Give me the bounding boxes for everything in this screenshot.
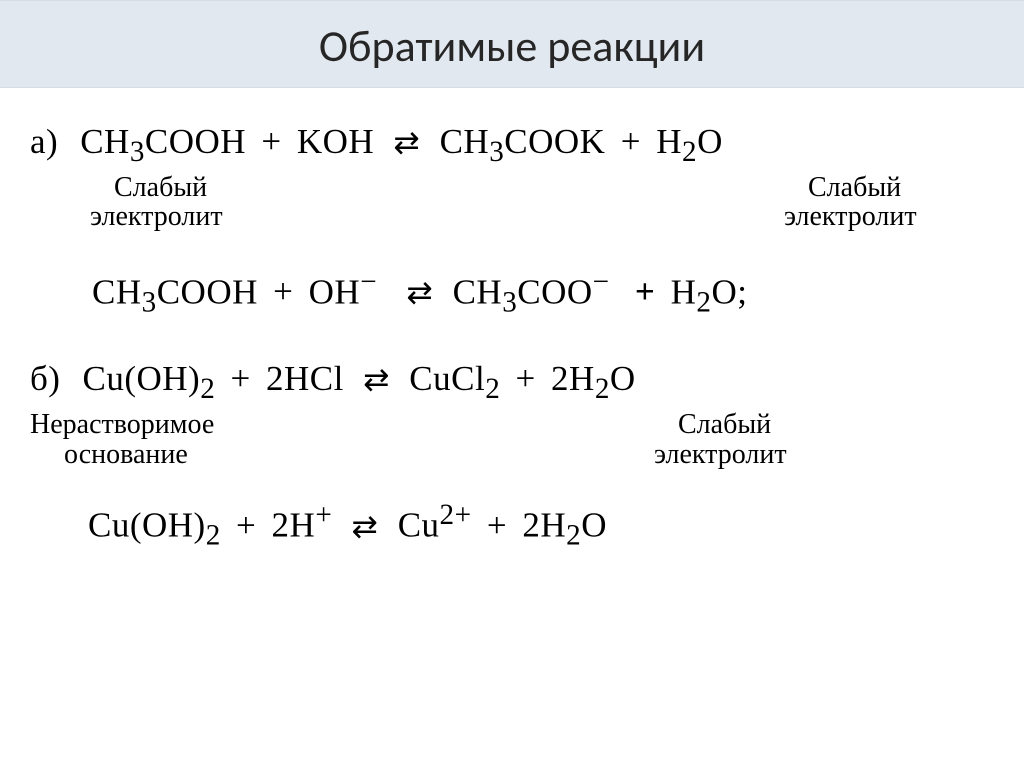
- label-a-right: Слабый электролит: [784, 173, 994, 232]
- label-a-left: Слабый электролит: [90, 173, 350, 232]
- eq-b1: Cu(OH)2 + 2HCl ⇄ CuCl2 + 2H2O: [82, 359, 635, 406]
- page-title: Обратимые реакции: [0, 19, 1024, 73]
- row-a-eq1: а) CH3COOH + KOH ⇄ CH3COOK + H2O: [30, 122, 994, 169]
- eq-b2: Cu(OH)2 + 2H+ ⇄ Cu2+ + 2H2O: [88, 499, 607, 553]
- content: а) CH3COOH + KOH ⇄ CH3COOK + H2O Слабый …: [0, 88, 1024, 553]
- letter-b: б): [30, 359, 60, 399]
- row-b-labels: Нерастворимое основание Слабый электроли…: [30, 410, 994, 469]
- row-a-labels: Слабый электролит Слабый электролит: [30, 173, 994, 232]
- row-b-eq2: Cu(OH)2 + 2H+ ⇄ Cu2+ + 2H2O: [30, 499, 994, 553]
- eq-a1: CH3COOH + KOH ⇄ CH3COOK + H2O: [80, 122, 723, 169]
- row-b-eq1: б) Cu(OH)2 + 2HCl ⇄ CuCl2 + 2H2O: [30, 359, 994, 406]
- label-b-left: Нерастворимое основание: [30, 410, 340, 469]
- label-b-right: Слабый электролит: [654, 410, 914, 469]
- row-a-eq2: CH3COOH + OH− ⇄ CH3COO− + H2O;: [30, 266, 994, 320]
- eq-a2: CH3COOH + OH− ⇄ CH3COO− + H2O;: [92, 266, 747, 320]
- title-band: Обратимые реакции: [0, 0, 1024, 88]
- letter-a: а): [30, 122, 58, 162]
